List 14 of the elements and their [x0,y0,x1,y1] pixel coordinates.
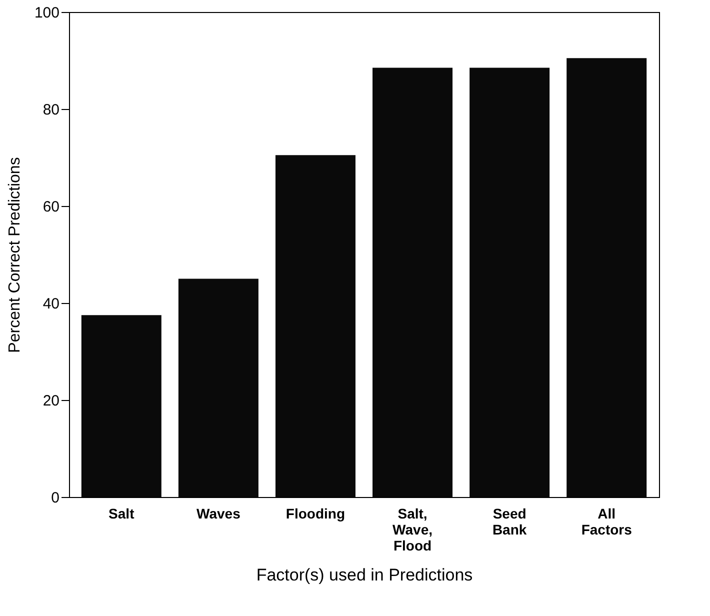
y-tick-label: 80 [42,102,60,118]
y-tick-label: 20 [42,392,60,410]
x-tick-label: All Factors [581,506,632,538]
y-axis-title: Percent Correct Predictions [6,157,24,353]
x-tick-label: Waves [196,506,241,522]
y-tick-label: 40 [42,296,60,312]
y-tick-label: 100 [34,4,60,22]
y-tick-label: 60 [42,198,60,216]
x-tick-label: Flooding [286,506,346,522]
x-tick-label: Salt [108,506,135,522]
x-tick-label: Seed Bank [492,506,527,538]
x-axis-title: Factor(s) used in Predictions [256,566,473,584]
x-tick-label: Salt, Wave, Flood [392,506,432,554]
y-tick-label: 0 [51,490,60,506]
